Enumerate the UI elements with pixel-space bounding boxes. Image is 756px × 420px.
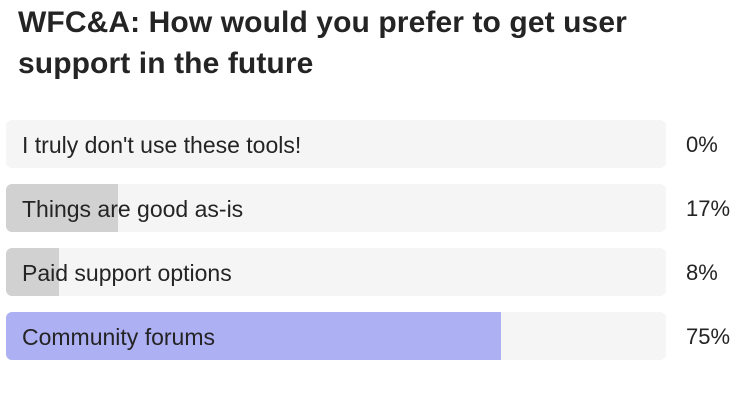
poll-option[interactable]: Things are good as-is 17%: [6, 184, 746, 232]
option-label: Paid support options: [22, 260, 232, 286]
poll-option[interactable]: Paid support options 8%: [6, 248, 746, 296]
option-result-bar: [6, 312, 501, 360]
option-track: Things are good as-is: [6, 184, 666, 232]
option-label: I truly don't use these tools!: [22, 132, 302, 158]
poll-title: WFC&A: How would you prefer to get user …: [18, 6, 627, 80]
poll-option[interactable]: I truly don't use these tools! 0%: [6, 120, 746, 168]
option-percent: 0%: [686, 132, 718, 157]
option-label: Things are good as-is: [22, 196, 244, 222]
option-track: I truly don't use these tools!: [6, 120, 666, 168]
option-percent: 17%: [686, 196, 731, 221]
option-label: Community forums: [22, 324, 215, 350]
option-result-bar: [6, 184, 119, 232]
option-result-bar: [6, 248, 59, 296]
option-percent: 75%: [686, 324, 731, 349]
poll-option[interactable]: Community forums 75%: [6, 312, 746, 360]
option-track: Paid support options: [6, 248, 666, 296]
poll-options: I truly don't use these tools! 0% Things…: [6, 120, 746, 376]
option-percent: 8%: [686, 260, 718, 285]
option-track: Community forums: [6, 312, 666, 360]
